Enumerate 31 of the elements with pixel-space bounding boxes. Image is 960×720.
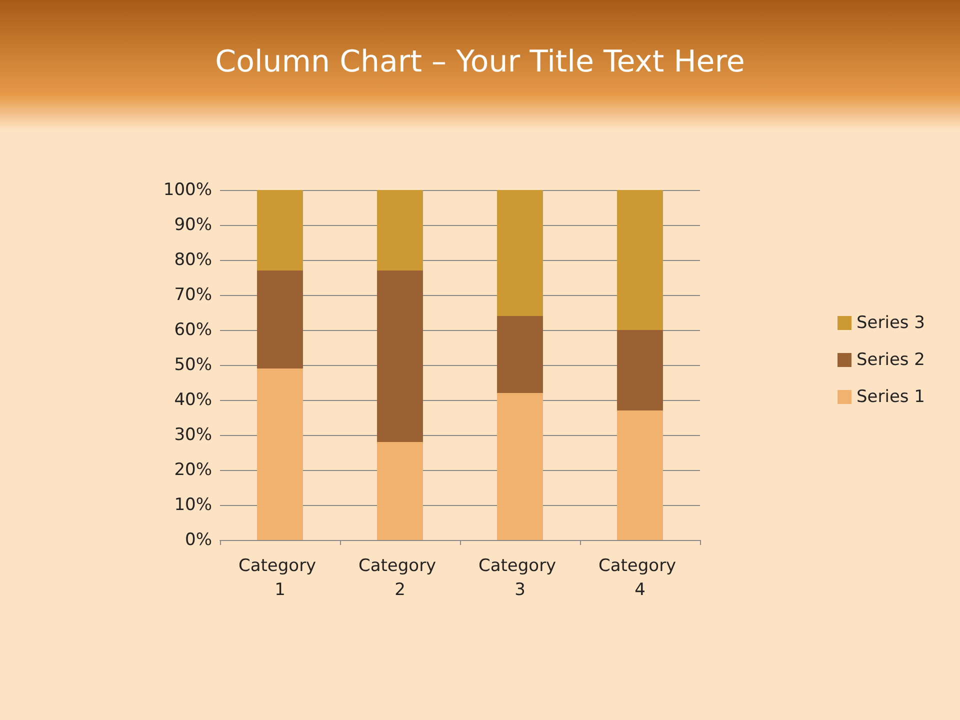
legend-label: Series 2 (856, 350, 925, 370)
bar (497, 190, 543, 316)
bar (377, 442, 423, 540)
x-tick-label: Category 2 (358, 556, 442, 600)
y-tick-label: 10% (174, 495, 212, 515)
y-tick-label: 40% (174, 390, 212, 410)
bar (257, 368, 303, 540)
y-tick-label: 70% (174, 285, 212, 305)
bar (377, 190, 423, 270)
legend-label: Series 1 (856, 387, 925, 407)
y-tick-label: 20% (174, 460, 212, 480)
y-tick-label: 90% (174, 215, 212, 235)
bar (257, 190, 303, 270)
y-tick-label: 0% (185, 530, 212, 550)
bar (617, 330, 663, 410)
y-tick-label: 80% (174, 250, 212, 270)
x-tick-label: Category 4 (598, 556, 682, 600)
bar (497, 316, 543, 393)
y-tick-label: 50% (174, 355, 212, 375)
x-tick-label: Category 1 (238, 556, 322, 600)
x-tick-label: Category 3 (478, 556, 562, 600)
y-tick-label: 30% (174, 425, 212, 445)
bar (617, 190, 663, 330)
y-tick-label: 100% (163, 180, 212, 200)
bar (377, 270, 423, 442)
chart-title: Column Chart – Your Title Text Here (215, 44, 745, 80)
bar (617, 410, 663, 540)
bar (257, 270, 303, 368)
bar (497, 393, 543, 540)
legend-label: Series 3 (856, 313, 925, 333)
y-tick-label: 60% (174, 320, 212, 340)
